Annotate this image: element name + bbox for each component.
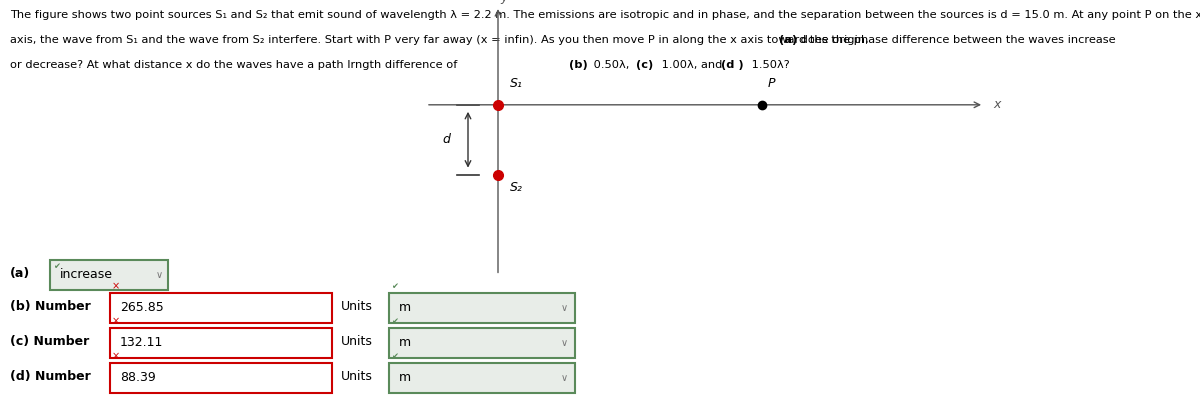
Text: (c) Number: (c) Number: [10, 335, 89, 348]
Text: m: m: [398, 301, 410, 314]
Text: ✔: ✔: [53, 262, 60, 271]
Text: does the phase difference between the waves increase: does the phase difference between the wa…: [797, 35, 1116, 45]
Text: (a): (a): [779, 35, 797, 45]
Text: Units: Units: [341, 335, 373, 348]
Text: 1.00λ, and: 1.00λ, and: [658, 60, 726, 69]
Text: S₂: S₂: [510, 181, 523, 194]
Bar: [389, 293, 575, 323]
Text: ×: ×: [112, 316, 120, 326]
Text: Units: Units: [341, 370, 373, 383]
Text: (a): (a): [10, 267, 30, 280]
Text: (c): (c): [636, 60, 653, 69]
Text: m: m: [398, 371, 410, 384]
Bar: [110, 363, 332, 393]
Text: axis, the wave from S₁ and the wave from S₂ interfere. Start with P very far awa: axis, the wave from S₁ and the wave from…: [10, 35, 872, 45]
Text: ✔: ✔: [391, 352, 398, 361]
Text: ∨: ∨: [560, 373, 568, 383]
Text: ∨: ∨: [560, 338, 568, 348]
Text: 1.50λ?: 1.50λ?: [748, 60, 790, 69]
Bar: [389, 363, 575, 393]
Text: (d ): (d ): [721, 60, 744, 69]
Text: increase: increase: [60, 268, 113, 282]
Text: (d) Number: (d) Number: [10, 370, 90, 383]
Text: ×: ×: [112, 351, 120, 361]
Text: The figure shows two point sources S₁ and S₂ that emit sound of wavelength λ = 2: The figure shows two point sources S₁ an…: [10, 10, 1200, 20]
Text: ✔: ✔: [391, 282, 398, 291]
Text: 265.85: 265.85: [120, 301, 163, 314]
Bar: [50, 260, 168, 290]
Text: S₁: S₁: [510, 77, 523, 90]
Text: 88.39: 88.39: [120, 371, 156, 384]
Text: d: d: [443, 133, 450, 146]
Text: 132.11: 132.11: [120, 336, 163, 349]
Bar: [110, 328, 332, 358]
Text: ✔: ✔: [391, 317, 398, 326]
Text: ∨: ∨: [560, 303, 568, 313]
Text: m: m: [398, 336, 410, 349]
Text: P: P: [768, 77, 775, 90]
Text: ∨: ∨: [156, 270, 163, 280]
Text: y: y: [500, 0, 508, 4]
Text: (b): (b): [569, 60, 588, 69]
Bar: [389, 328, 575, 358]
Text: or decrease? At what distance x do the waves have a path lrngth difference of: or decrease? At what distance x do the w…: [10, 60, 461, 69]
Text: x: x: [994, 98, 1001, 111]
Text: 0.50λ,: 0.50λ,: [590, 60, 634, 69]
Bar: [110, 293, 332, 323]
Text: ×: ×: [112, 282, 120, 291]
Text: (b) Number: (b) Number: [10, 300, 90, 313]
Text: Units: Units: [341, 300, 373, 313]
